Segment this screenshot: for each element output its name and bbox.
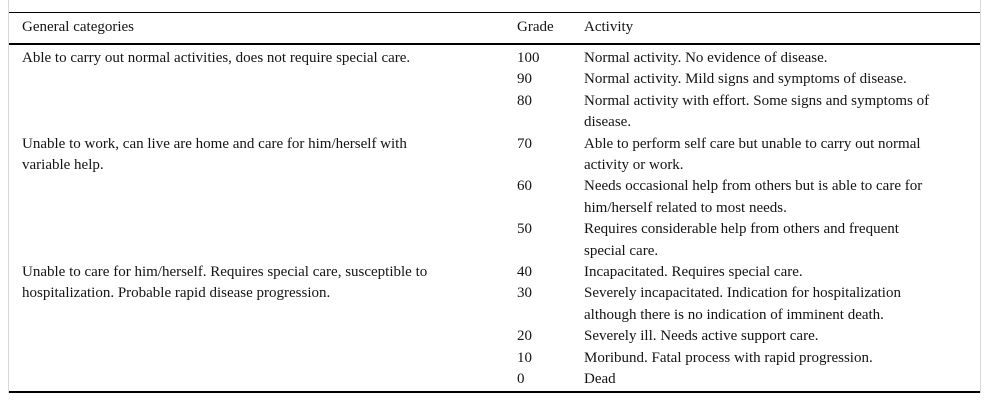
- grade-cell: 80: [517, 92, 532, 109]
- activity-cell: Severely incapacitated. Indication for h…: [584, 285, 901, 323]
- grade-cell: 0: [517, 371, 525, 388]
- header-row: General categories Grade Activity: [9, 12, 980, 45]
- grade-cell: 60: [517, 178, 532, 195]
- column-header-activity: Activity: [584, 12, 980, 45]
- table-row: 20 Severely ill. Needs active support car…: [9, 326, 980, 347]
- activity-cell: Normal activity. No evidence of disease.: [584, 50, 828, 66]
- column-header-general-categories: General categories: [9, 12, 517, 45]
- activity-cell: Severely ill. Needs active support care.: [584, 328, 819, 345]
- grade-cell: 100: [517, 50, 540, 66]
- table-row: 0 Dead: [9, 369, 980, 391]
- table-row: Able to carry out normal activities, doe…: [9, 44, 980, 69]
- table-frame: General categories Grade Activity Able t…: [8, 0, 981, 393]
- table-row: 60 Needs occasional help from others but …: [9, 176, 980, 219]
- table-row: 80 Normal activity with effort. Some sign…: [9, 91, 980, 134]
- category-cell: Unable to care for him/herself. Requires…: [22, 264, 428, 302]
- activity-cell: Dead: [584, 371, 616, 388]
- activity-cell: Needs occasional help from others but is…: [584, 178, 923, 216]
- activity-cell: Moribund. Fatal process with rapid progr…: [584, 349, 873, 366]
- table-row: 30 Severely incapacitated. Indication for…: [9, 283, 980, 326]
- grade-cell: 50: [517, 221, 532, 238]
- grade-cell: 20: [517, 328, 532, 345]
- table-row: Unable to care for him/herself. Requires…: [9, 262, 980, 301]
- activity-cell: Requires considerable help from others a…: [584, 221, 899, 259]
- performance-scale-table: General categories Grade Activity Able t…: [9, 12, 980, 393]
- activity-cell: Normal activity with effort. Some signs …: [584, 92, 930, 131]
- table-row: 50 Requires considerable help from others…: [9, 219, 980, 262]
- activity-cell: Incapacitated. Requires special care.: [584, 264, 803, 281]
- table-row: 90 Normal activity. Mild signs and sympto…: [9, 69, 980, 90]
- table-row: 10 Moribund. Fatal process with rapid pro…: [9, 348, 980, 369]
- grade-cell: 40: [517, 264, 532, 281]
- activity-cell: Normal activity. Mild signs and symptoms…: [584, 71, 907, 88]
- activity-cell: Able to perform self care but unable to …: [584, 135, 921, 174]
- grade-cell: 70: [517, 135, 532, 152]
- category-cell: Able to carry out normal activities, doe…: [22, 50, 411, 66]
- table-body: Able to carry out normal activities, doe…: [9, 44, 980, 392]
- column-header-grade: Grade: [517, 12, 584, 45]
- grade-cell: 10: [517, 349, 532, 366]
- grade-cell: 90: [517, 71, 532, 88]
- category-cell: Unable to work, can live are home and ca…: [22, 135, 407, 174]
- grade-cell: 30: [517, 285, 532, 302]
- table-row: Unable to work, can live are home and ca…: [9, 134, 980, 177]
